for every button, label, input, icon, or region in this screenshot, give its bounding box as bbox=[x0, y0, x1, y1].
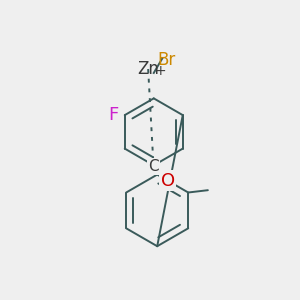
Text: +: + bbox=[155, 64, 167, 78]
Text: Br: Br bbox=[157, 51, 176, 69]
Text: C: C bbox=[148, 159, 159, 174]
Text: F: F bbox=[108, 106, 118, 124]
Text: O: O bbox=[160, 172, 175, 190]
Text: Zn: Zn bbox=[137, 61, 159, 79]
